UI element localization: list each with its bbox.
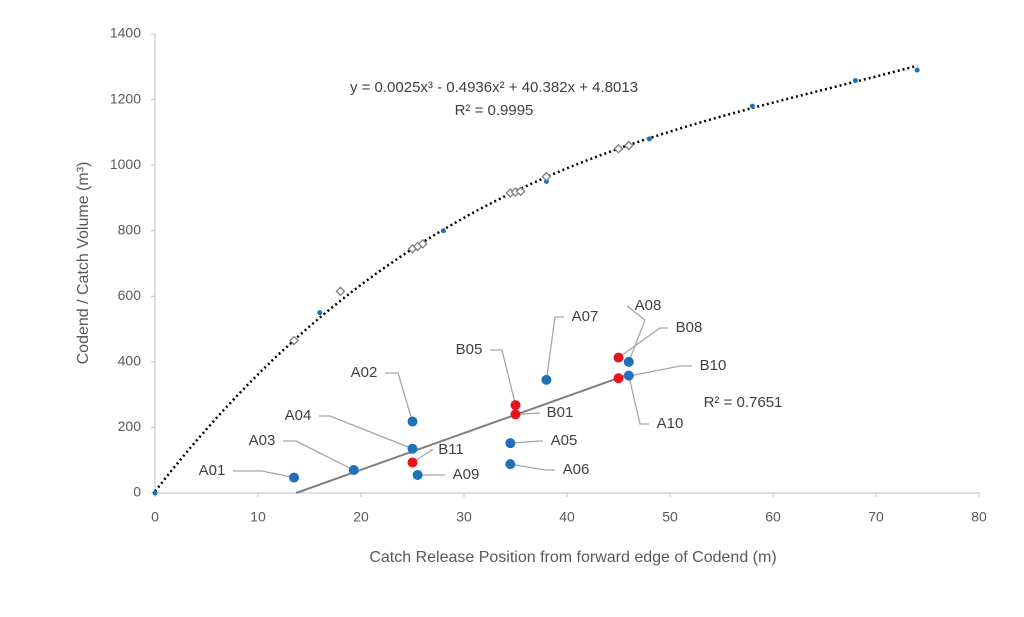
- point: [505, 438, 516, 449]
- leader-line: [618, 327, 668, 359]
- leader-line: [319, 415, 413, 450]
- point-label: A09: [453, 466, 480, 483]
- trendline-r2: R² = 0.7651: [704, 394, 783, 411]
- leader-line: [490, 349, 517, 406]
- diamond-marker: [541, 171, 552, 182]
- x-tick-label: 10: [250, 509, 266, 525]
- point: [613, 373, 624, 384]
- point-label: B01: [547, 404, 574, 421]
- y-tick-label: 400: [118, 353, 142, 369]
- leader-line: [283, 440, 355, 471]
- point-label: A03: [249, 432, 276, 449]
- y-tick-label: 0: [133, 484, 141, 500]
- leader-line: [385, 372, 414, 422]
- x-tick-label: 60: [765, 509, 781, 525]
- point: [510, 400, 521, 411]
- leader-line: [510, 463, 555, 471]
- diamond-marker: [417, 238, 428, 249]
- point: [412, 469, 423, 480]
- leader-line: [628, 375, 649, 425]
- point: [348, 465, 359, 476]
- y-tick-label: 1400: [110, 25, 141, 41]
- y-tick-label: 200: [118, 418, 142, 434]
- diamond-marker: [515, 186, 526, 197]
- point: [623, 356, 634, 367]
- leader-line: [412, 449, 435, 464]
- leader-line: [626, 305, 646, 363]
- point-label: A06: [563, 461, 590, 478]
- diamond-marker: [613, 143, 624, 154]
- x-tick-label: 40: [559, 509, 575, 525]
- x-tick-label: 50: [662, 509, 678, 525]
- point: [852, 78, 858, 84]
- y-tick-label: 1200: [110, 90, 141, 106]
- leader-line: [618, 365, 692, 379]
- point: [510, 409, 521, 420]
- point-label: A10: [657, 415, 684, 432]
- trendline-r2: R² = 0.9995: [455, 102, 534, 119]
- point: [613, 352, 624, 363]
- point-label: B08: [676, 319, 703, 336]
- point: [407, 457, 418, 468]
- x-axis-title: Catch Release Position from forward edge…: [369, 549, 776, 566]
- y-tick-label: 800: [118, 221, 142, 237]
- point-label: A07: [572, 308, 599, 325]
- point: [152, 490, 158, 496]
- point: [623, 370, 634, 381]
- point: [407, 416, 418, 427]
- diamond-marker: [623, 140, 634, 151]
- x-tick-label: 0: [151, 509, 159, 525]
- leader-line: [233, 470, 295, 479]
- point: [646, 136, 652, 142]
- y-tick-label: 600: [118, 287, 142, 303]
- leader-line: [515, 412, 541, 415]
- point-label: A04: [285, 407, 312, 424]
- diamond-marker: [289, 335, 299, 346]
- point-label: B05: [456, 341, 483, 358]
- x-tick-label: 20: [353, 509, 369, 525]
- point: [289, 472, 300, 483]
- trendline-equation: y = 0.0025x³ - 0.4936x² + 40.382x + 4.80…: [350, 79, 638, 96]
- x-tick-label: 70: [868, 509, 884, 525]
- point-label: A08: [635, 297, 662, 314]
- point: [749, 103, 755, 109]
- x-tick-label: 30: [456, 509, 472, 525]
- point-label: A01: [199, 462, 226, 479]
- x-tick-label: 80: [971, 509, 987, 525]
- point-label: A05: [551, 432, 578, 449]
- point-label: B11: [438, 441, 464, 458]
- point: [317, 310, 323, 316]
- point-label: A02: [351, 364, 378, 381]
- point: [914, 67, 920, 73]
- diamond-marker: [335, 286, 346, 297]
- point-label: B10: [700, 357, 727, 374]
- point: [541, 374, 552, 385]
- point: [505, 459, 516, 470]
- y-tick-label: 1000: [110, 156, 141, 172]
- leader-line: [510, 440, 543, 444]
- point: [440, 228, 446, 234]
- y-axis-title: Codend / Catch Volume (m³): [75, 162, 92, 365]
- leader-line: [545, 316, 564, 380]
- poly-trendline: [154, 64, 918, 493]
- point: [407, 443, 418, 454]
